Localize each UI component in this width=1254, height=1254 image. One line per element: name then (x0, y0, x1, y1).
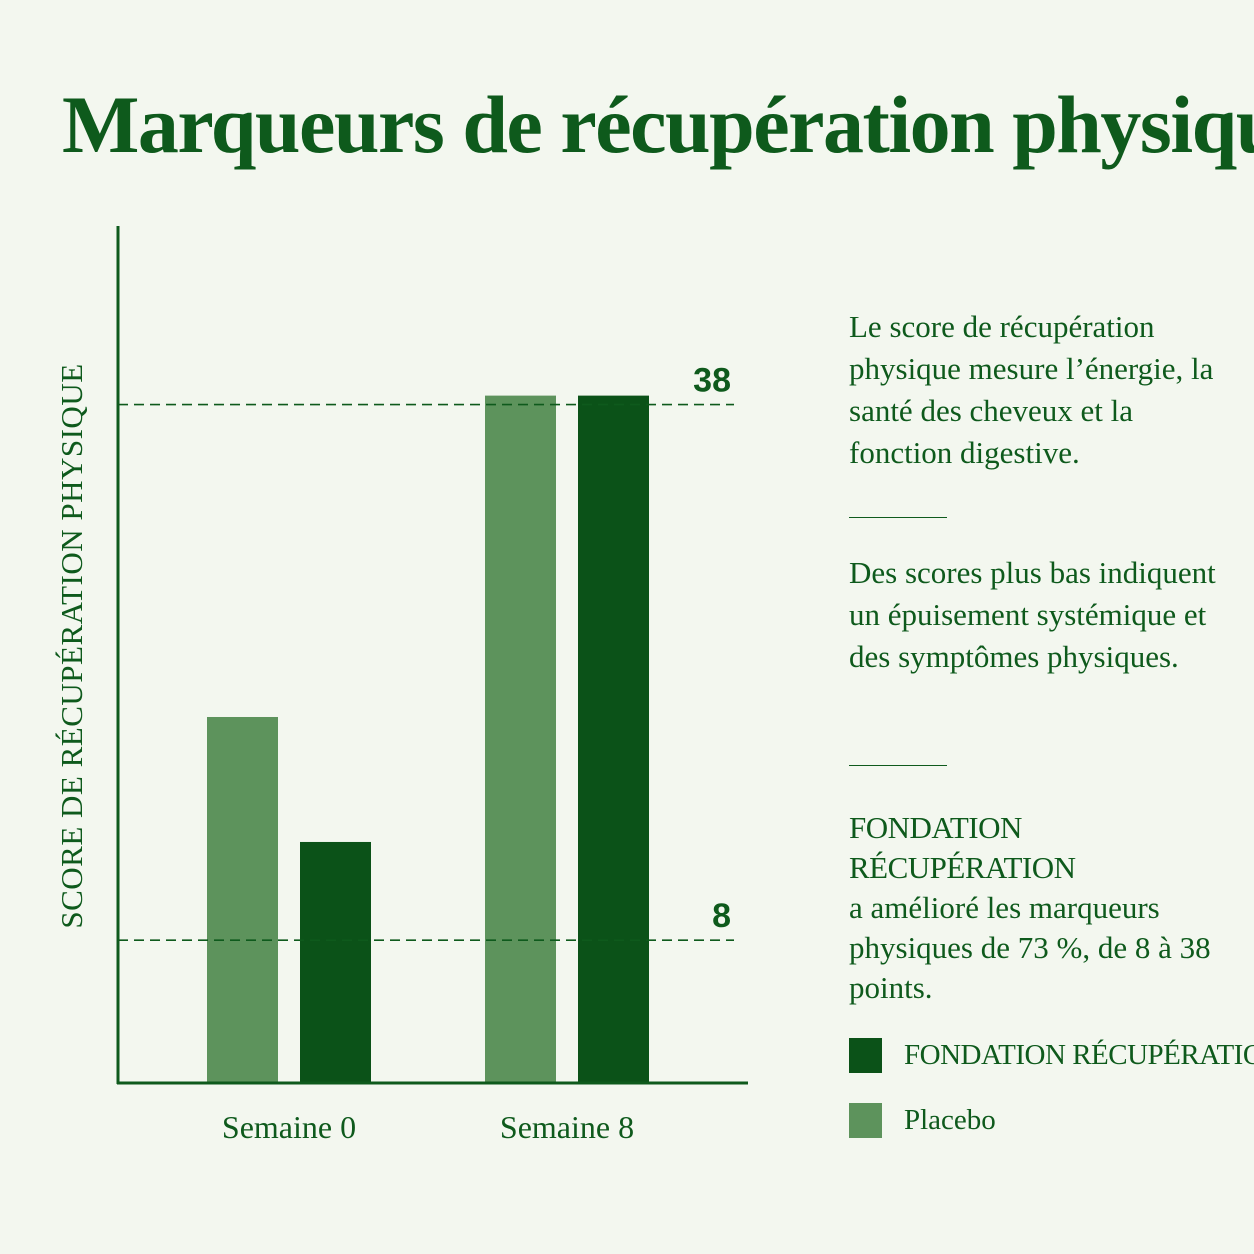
legend-swatch-fondation (849, 1038, 882, 1073)
paragraph-3-heading: FONDATION RÉCUPÉRATION (849, 810, 1076, 885)
paragraph-3-body: a amélioré les marqueurs physiques de 73… (849, 890, 1211, 1005)
legend-item-placebo: Placebo (849, 1103, 996, 1138)
divider-1 (849, 517, 947, 518)
bar-fondation-1 (300, 841, 371, 1083)
y-axis-label: SCORE DE RÉCUPÉRATION PHYSIQUE (54, 363, 89, 929)
description-paragraph-2: Des scores plus bas indiquent un épuisem… (849, 555, 1216, 674)
x-tick-label: Semaine 0 (222, 1109, 356, 1145)
description-paragraph-1: Le score de récupération physique mesure… (849, 309, 1214, 470)
legend-item-fondation: FONDATION RÉCUPÉRATION (849, 1038, 1254, 1073)
bar-placebo-2 (485, 395, 556, 1083)
description-paragraph-3: FONDATION RÉCUPÉRATION a amélioré les ma… (849, 808, 1244, 1008)
reference-label-8: 8 (712, 897, 731, 935)
bar-fondation-2 (578, 395, 649, 1083)
x-tick-label: Semaine 8 (500, 1109, 634, 1145)
legend-label-placebo: Placebo (904, 1104, 996, 1136)
chart-title: Marqueurs de récupération physique (62, 79, 1254, 170)
bar-chart: Semaine 0 Semaine 8 38 8 (116, 226, 748, 1145)
divider-2 (849, 765, 947, 766)
reference-label-38: 38 (693, 362, 731, 400)
legend-label-fondation: FONDATION RÉCUPÉRATION (904, 1039, 1254, 1071)
bar-placebo-1 (207, 716, 278, 1083)
legend-swatch-placebo (849, 1103, 882, 1138)
